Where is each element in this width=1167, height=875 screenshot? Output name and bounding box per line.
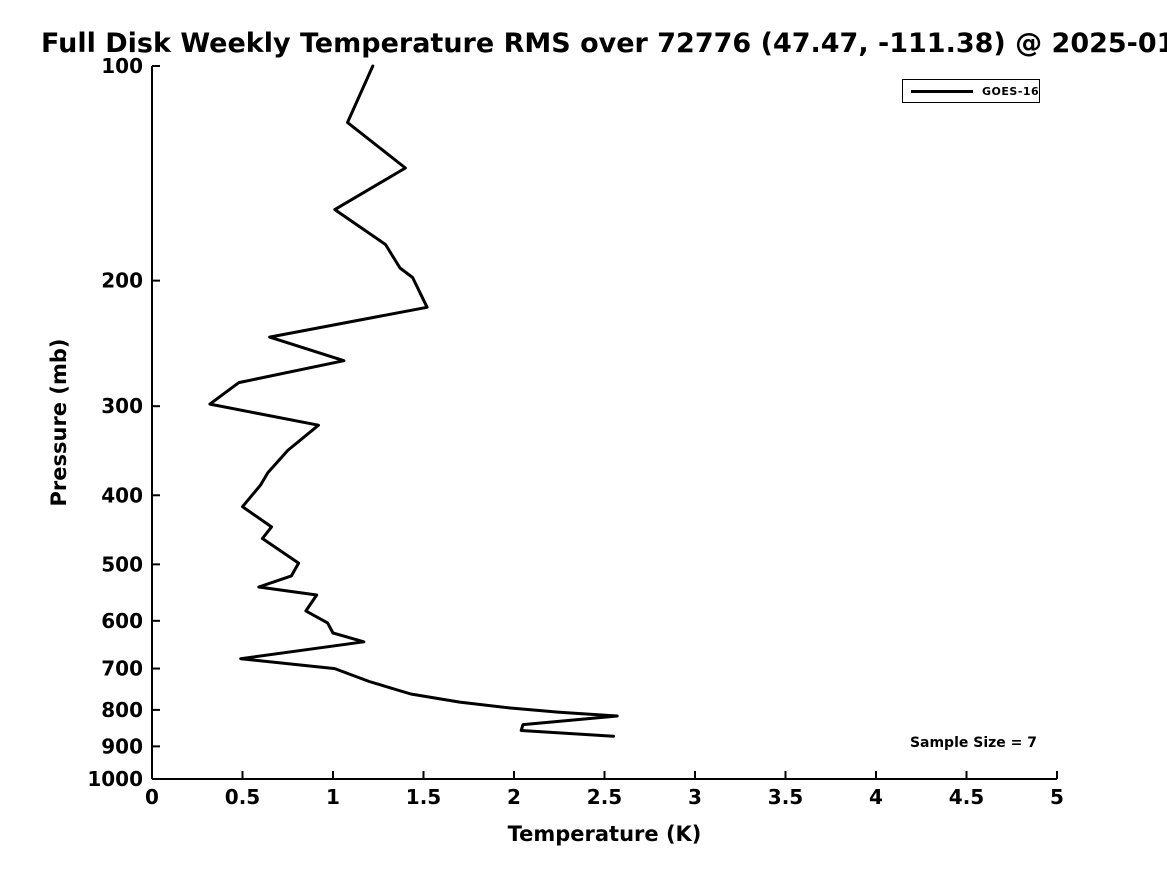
y-tick-label: 500 [101,552,143,576]
x-axis-title: Temperature (K) [508,822,702,846]
legend-entry-goes-16: GOES-16 [982,84,1040,98]
y-tick-label: 900 [101,734,143,758]
x-tick-label: 4 [869,785,883,809]
x-tick-label: 2 [507,785,521,809]
data-line-goes-16 [208,64,619,738]
y-tick-label: 700 [101,657,143,681]
y-tick-label: 1000 [87,767,143,791]
x-tick-label: 1.5 [406,785,441,809]
y-tick-label: 800 [101,698,143,722]
y-tick-label: 300 [101,394,143,418]
sample-size-note: Sample Size = 7 [909,735,1037,751]
x-tick-label: 0.5 [225,785,260,809]
x-tick-label: 3.5 [768,785,803,809]
y-axis-title: Pressure (mb) [47,339,71,507]
y-tick-label: 200 [101,269,143,293]
x-tick-label: 3 [688,785,702,809]
x-tick-label: 4.5 [949,785,984,809]
legend-line-sample [911,89,973,93]
x-tick-label: 0 [145,785,159,809]
y-tick-label: 400 [101,483,143,507]
y-tick-label: 100 [101,54,143,78]
chart-title: Full Disk Weekly Temperature RMS over 72… [41,28,1167,59]
y-tick-label: 600 [101,609,143,633]
x-tick-label: 5 [1050,785,1064,809]
x-tick-label: 1 [326,785,340,809]
x-tick-label: 2.5 [587,785,622,809]
legend: GOES-16 [902,79,1040,103]
